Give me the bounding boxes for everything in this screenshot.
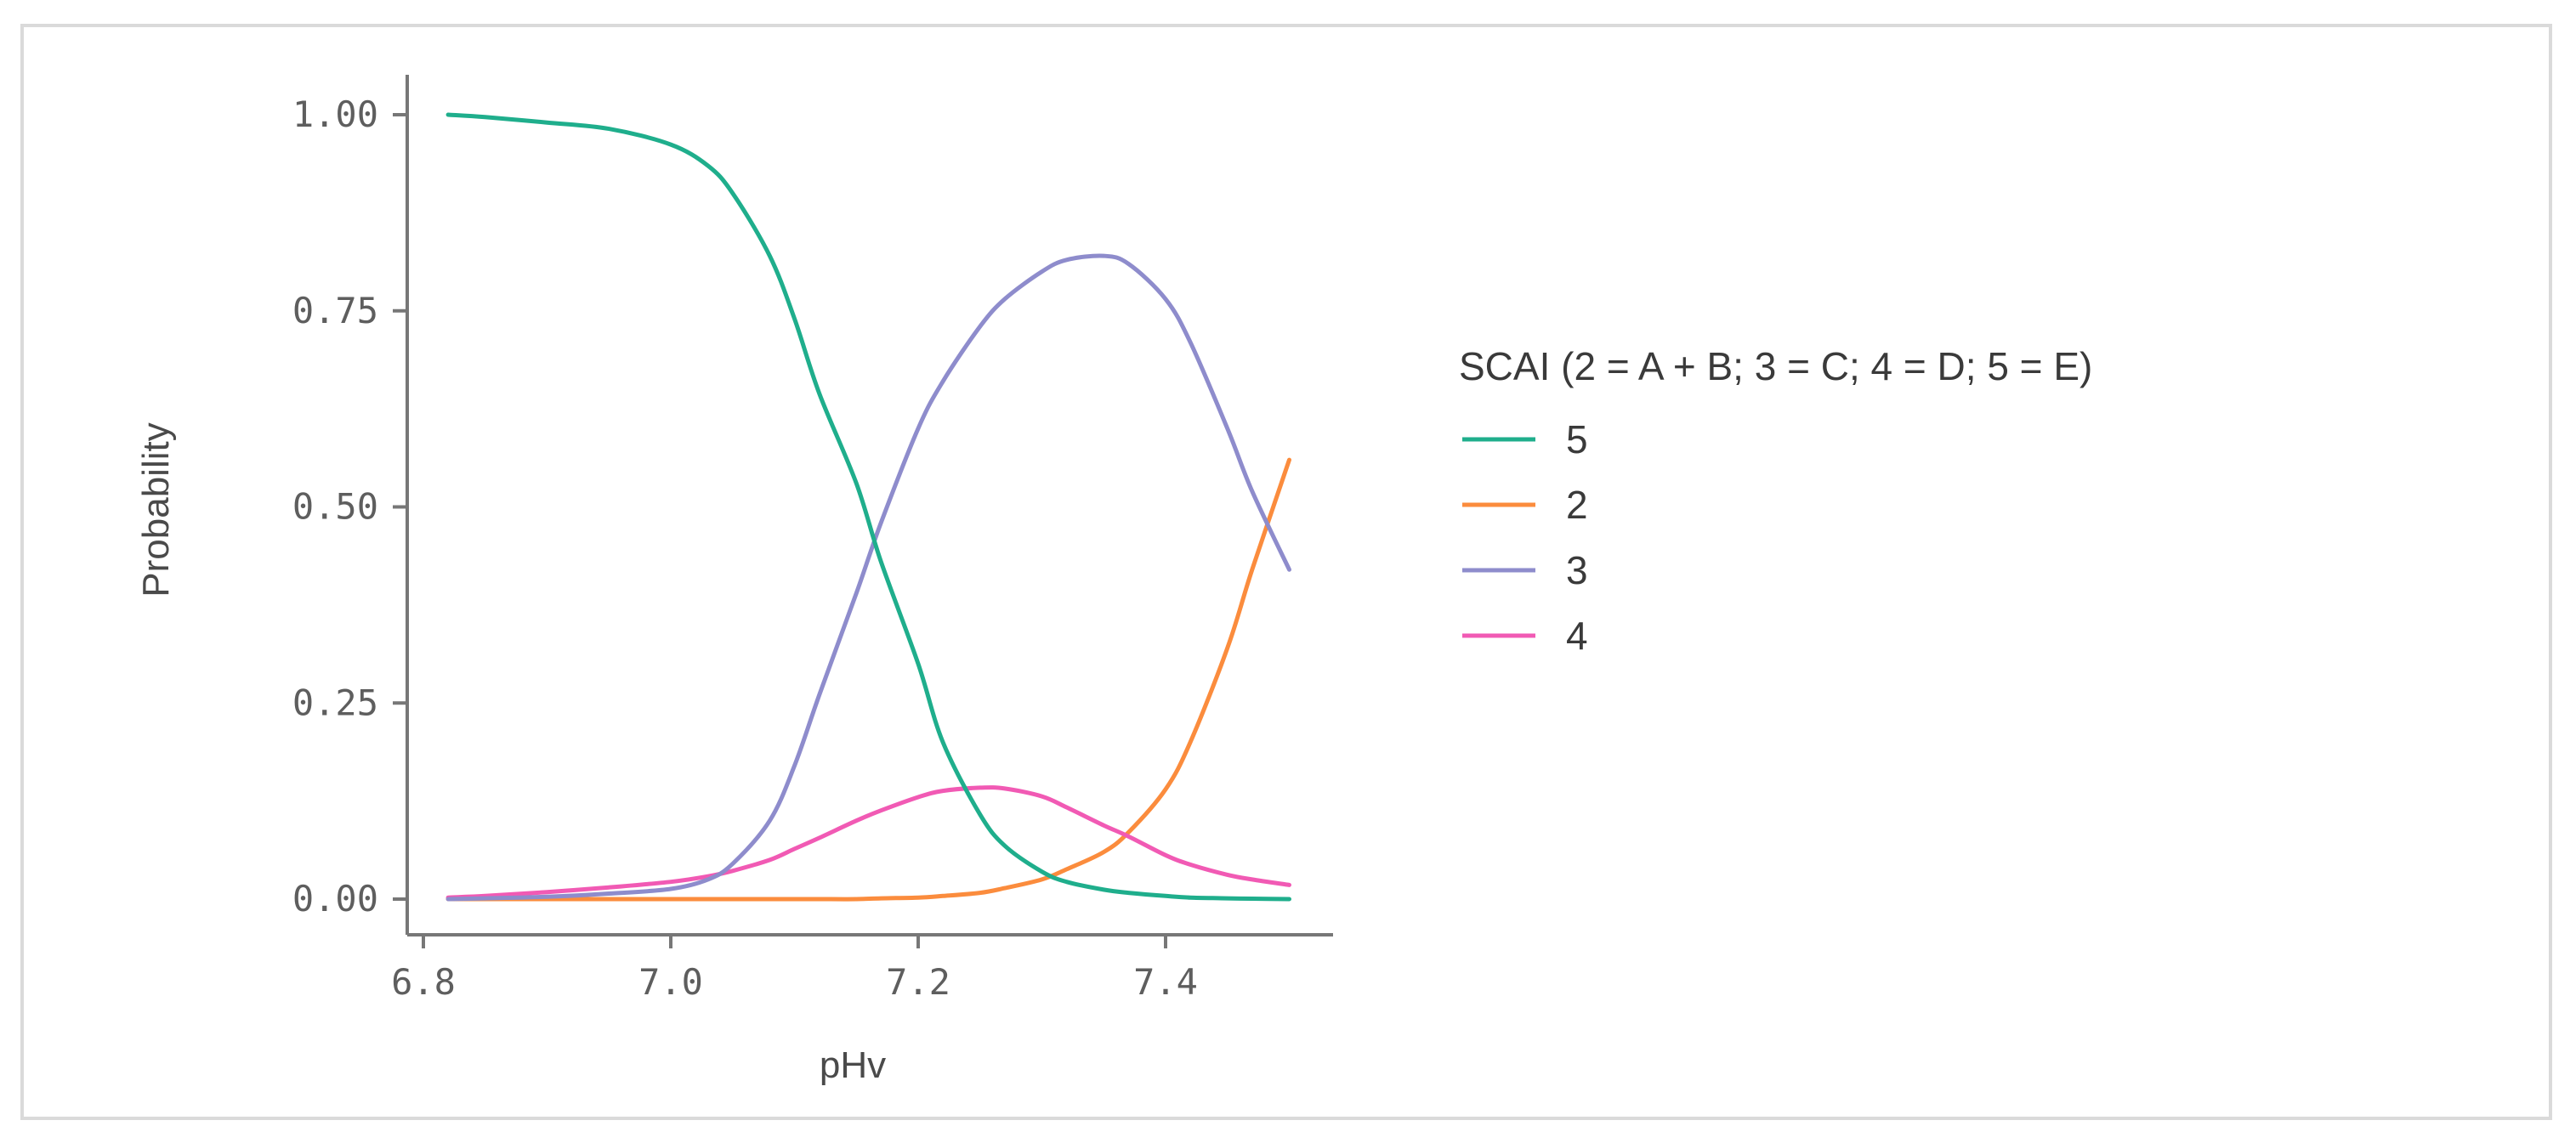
- series-line-2: [445, 457, 1291, 902]
- legend-label-2: 2: [1566, 483, 1588, 527]
- figure-frame: [20, 24, 2552, 1120]
- series-line-3: [445, 253, 1291, 902]
- y-tick-label: 0.00: [292, 878, 378, 919]
- x-ticks: 6.8 7.0 7.2 7.4: [391, 935, 1198, 1003]
- legend: SCAI (2 = A + B; 3 = C; 4 = D; 5 = E) 5 2…: [1459, 344, 2092, 658]
- series-lines: [445, 112, 1291, 902]
- legend-label-3: 3: [1566, 548, 1588, 592]
- legend-label-4: 4: [1566, 614, 1588, 658]
- x-axis-title: pHv: [820, 1044, 886, 1086]
- legend-label-5: 5: [1566, 417, 1588, 461]
- x-tick-label: 6.8: [391, 961, 456, 1003]
- x-tick-label: 7.0: [638, 961, 703, 1003]
- x-tick-label: 7.2: [886, 961, 950, 1003]
- y-tick-label: 0.50: [292, 486, 378, 528]
- y-tick-label: 1.00: [292, 93, 378, 135]
- series-line-5: [445, 112, 1291, 902]
- legend-items: 5 2 3 4: [1462, 417, 1588, 658]
- y-ticks: 0.00 0.25 0.50 0.75 1.00: [292, 93, 407, 919]
- y-axis-title: Probability: [135, 422, 177, 597]
- series-line-4: [445, 785, 1291, 900]
- x-tick-label: 7.4: [1133, 961, 1198, 1003]
- legend-title: SCAI (2 = A + B; 3 = C; 4 = D; 5 = E): [1459, 344, 2092, 388]
- axes: [406, 75, 1333, 936]
- y-tick-label: 0.25: [292, 682, 378, 723]
- y-tick-label: 0.75: [292, 290, 378, 331]
